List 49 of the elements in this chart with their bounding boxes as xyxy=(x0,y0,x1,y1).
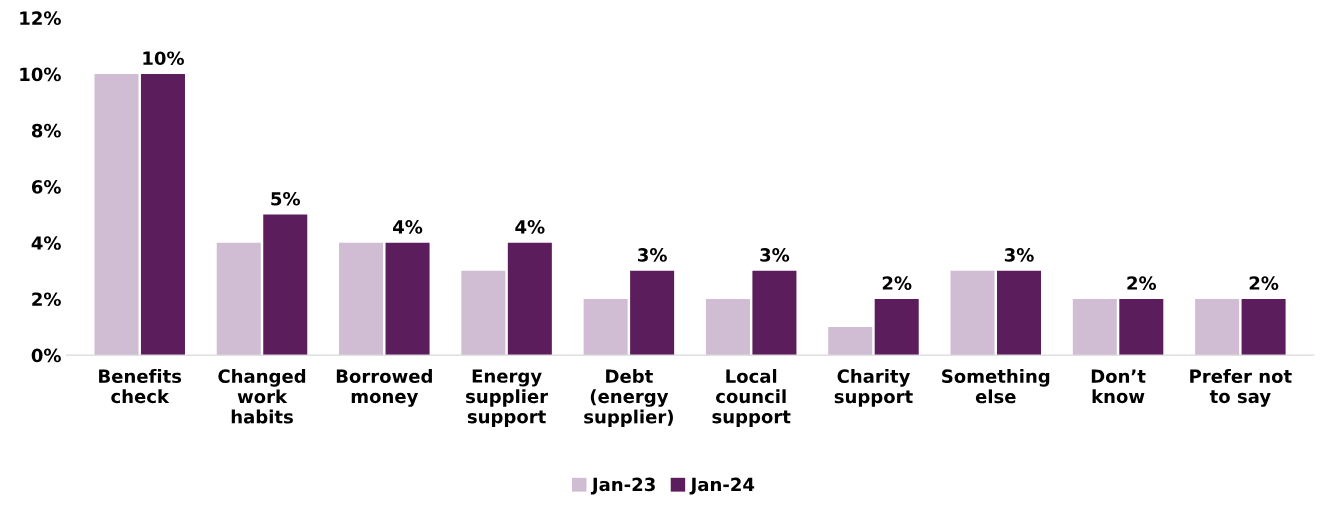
data-label: 4% xyxy=(515,220,545,234)
x-tick-label: Local council support xyxy=(712,369,791,427)
bar xyxy=(339,242,384,356)
x-tick-label: Debt (energy supplier) xyxy=(584,369,673,428)
x-tick-label: Charity support xyxy=(834,369,913,407)
bar xyxy=(996,270,1042,356)
y-tick-label: 0% xyxy=(31,348,61,363)
bar xyxy=(1072,298,1117,356)
bar xyxy=(630,270,675,356)
bar xyxy=(1241,298,1286,356)
data-label: 10% xyxy=(143,51,184,66)
x-tick-label: Borrowed money xyxy=(336,369,432,407)
y-tick-label: 8% xyxy=(31,123,61,138)
bar xyxy=(1119,298,1164,356)
bar xyxy=(752,270,797,356)
bar xyxy=(263,214,308,356)
bar xyxy=(1195,298,1240,356)
x-tick-label: Benefits check xyxy=(99,369,182,404)
data-label: 2% xyxy=(882,276,912,290)
bar xyxy=(140,74,185,356)
data-label: 5% xyxy=(271,191,301,206)
data-label: 2% xyxy=(1127,276,1157,290)
x-tick-label: Something else xyxy=(942,369,1050,404)
data-label: 3% xyxy=(638,248,667,262)
data-label: 3% xyxy=(1004,248,1034,262)
bar xyxy=(461,270,506,356)
y-tick-label: 2% xyxy=(32,292,61,307)
y-tick-label: 10% xyxy=(20,67,61,82)
bar xyxy=(385,242,430,356)
data-label: 3% xyxy=(760,248,790,262)
bar xyxy=(507,242,552,356)
bar xyxy=(216,242,261,356)
bar xyxy=(94,74,139,356)
y-tick-label: 4% xyxy=(31,236,61,250)
bar xyxy=(705,298,750,356)
bar xyxy=(583,298,628,356)
y-tick-label: 12% xyxy=(20,11,61,25)
x-tick-label: Prefer not to say xyxy=(1190,369,1292,407)
data-label: 2% xyxy=(1249,276,1279,290)
legend-label: Jan-24 xyxy=(689,477,755,495)
legend-label: Jan-23 xyxy=(590,477,655,495)
x-tick-label: Changed work habits xyxy=(218,369,306,424)
data-label: 4% xyxy=(393,220,423,234)
y-tick-label: 6% xyxy=(31,179,61,194)
x-tick-label: Energy supplier support xyxy=(466,369,549,427)
bar xyxy=(828,327,873,356)
bar xyxy=(874,298,919,356)
x-tick-label: Don’t know xyxy=(1091,369,1146,404)
bar xyxy=(950,270,995,356)
